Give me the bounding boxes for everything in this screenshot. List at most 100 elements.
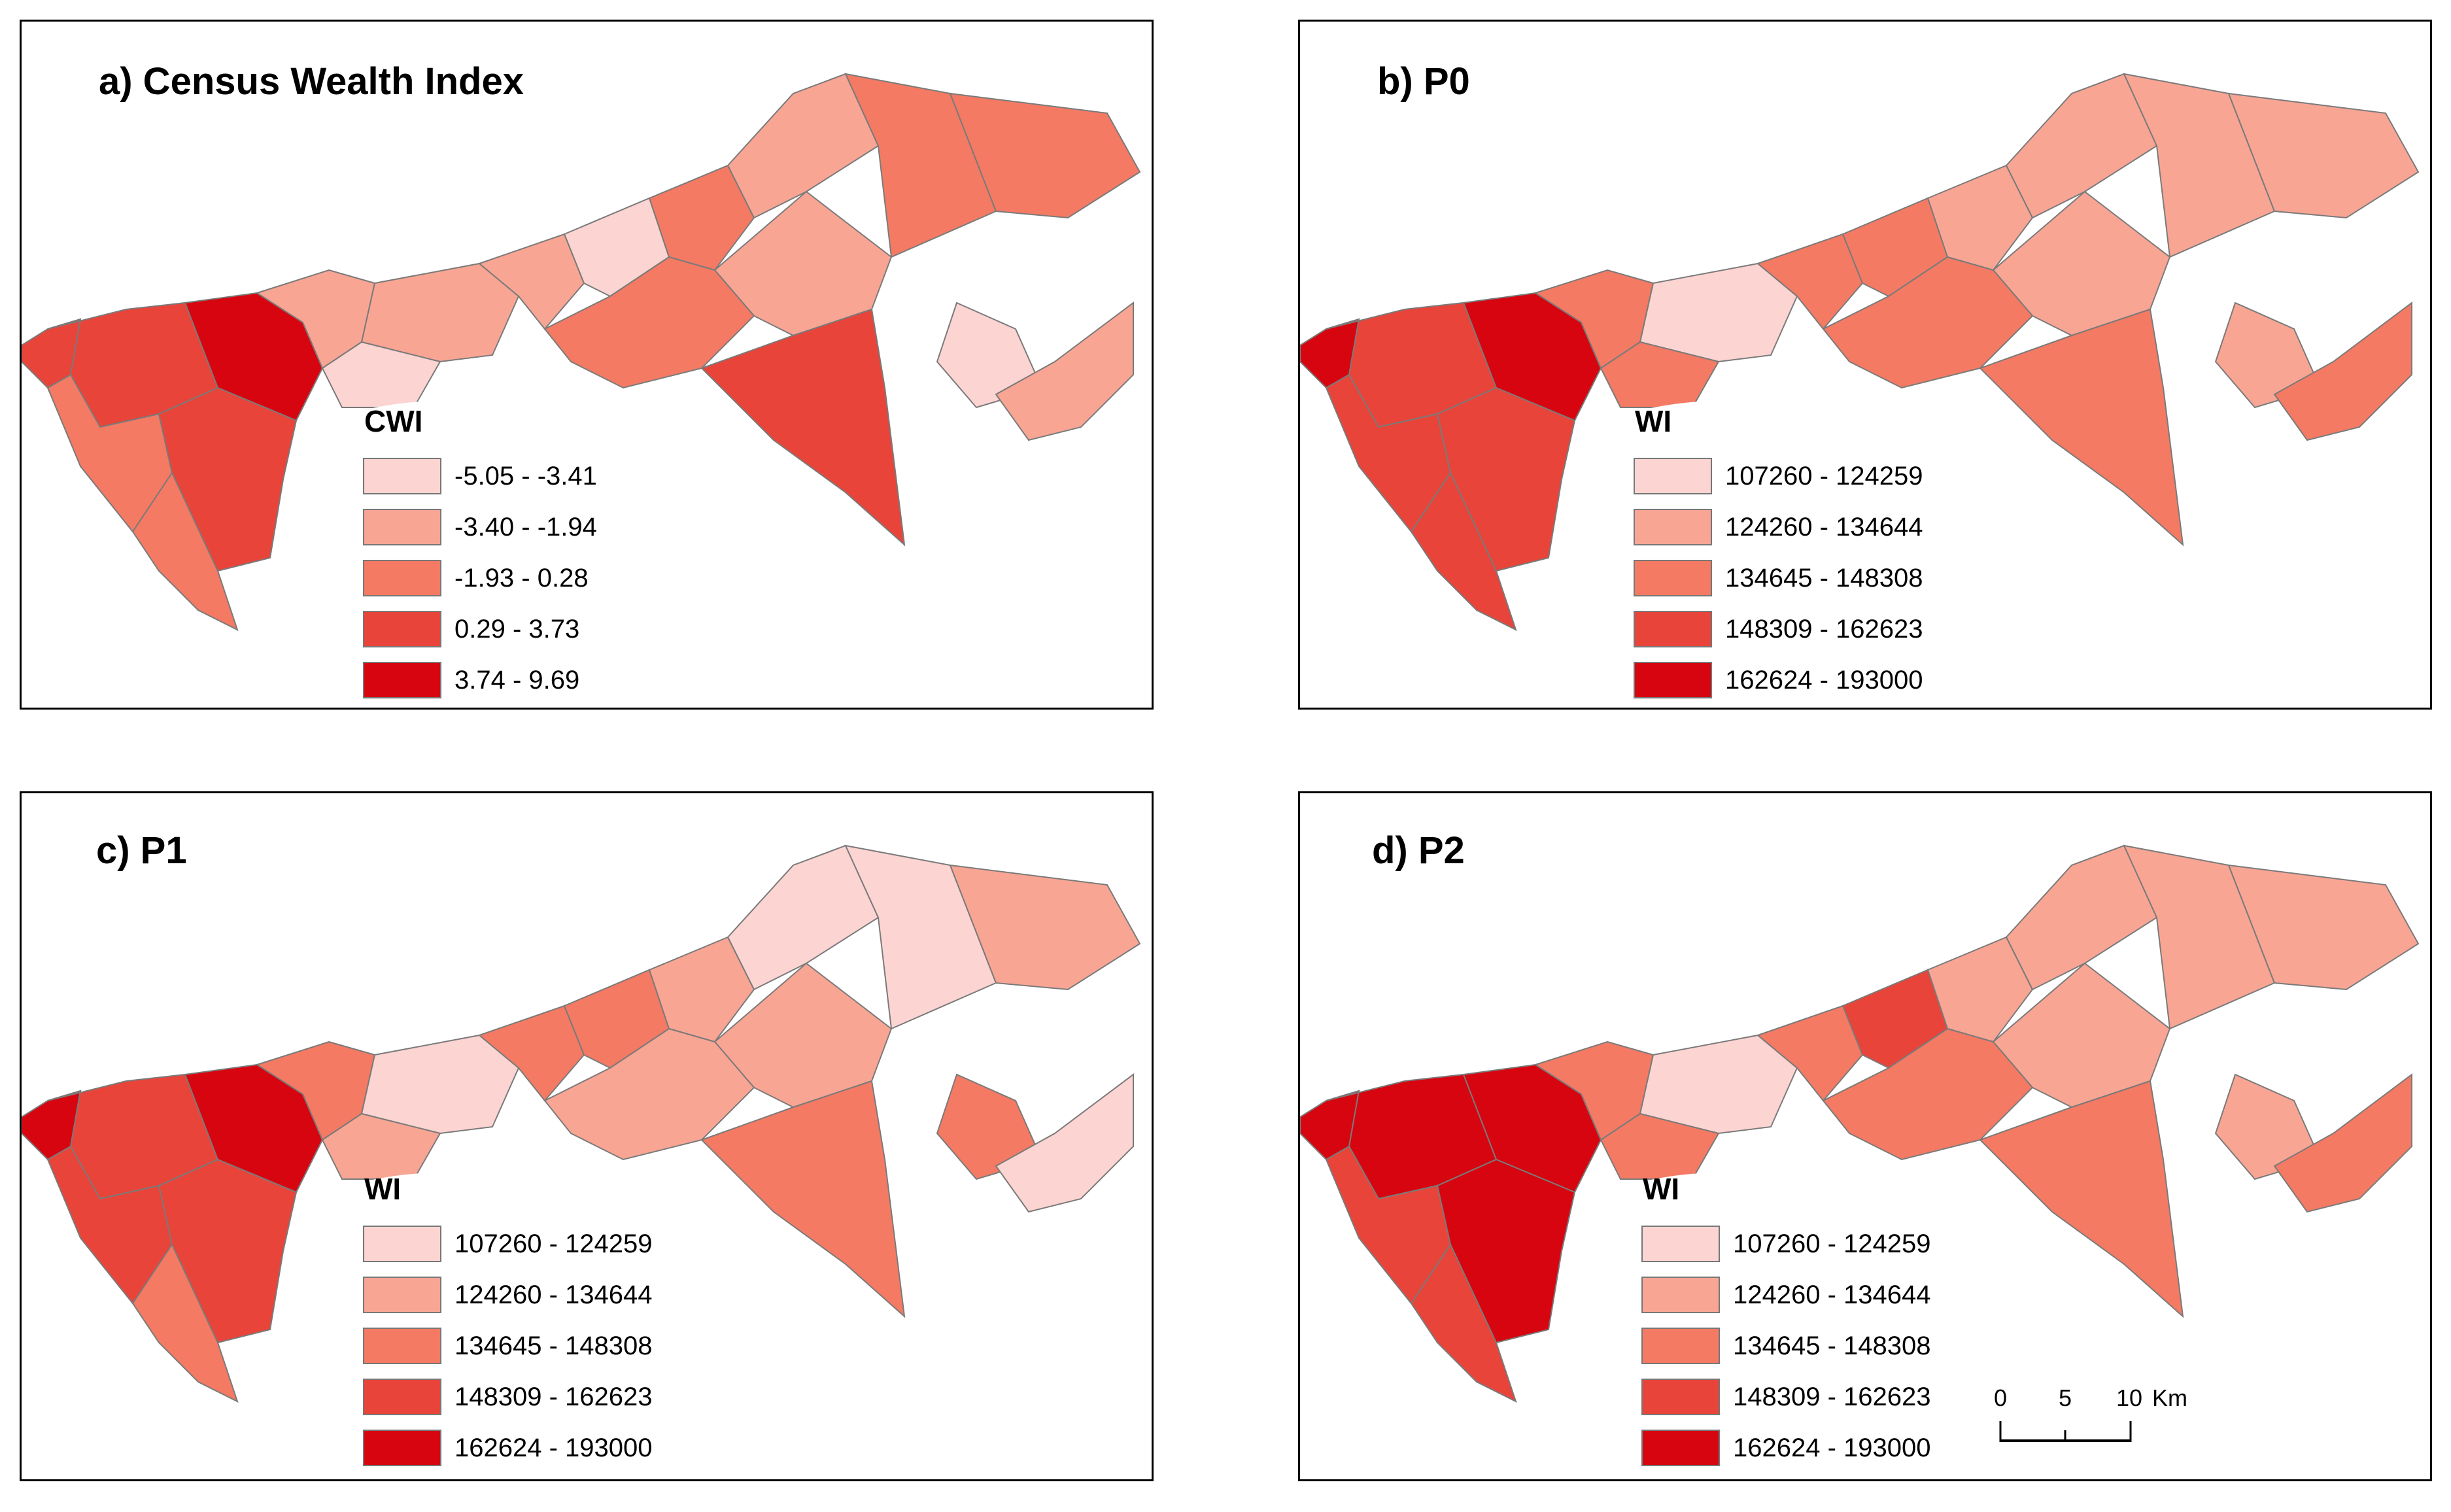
district-region: [1756, 233, 1864, 330]
district-region: [321, 1112, 441, 1180]
legend-swatch: [363, 611, 441, 647]
district-region: [543, 256, 755, 389]
legend-swatch: [363, 1328, 441, 1364]
map-panel-b: b) P0 WI 107260 - 124259 124260 - 134644…: [1298, 20, 2432, 710]
district-region: [131, 1243, 239, 1403]
district-region: [1436, 387, 1576, 572]
map-legend: CWI -5.05 - -3.41 -3.40 - -1.94 -1.93 - …: [363, 404, 597, 706]
district-region: [477, 1005, 585, 1102]
legend-item: 124260 - 134644: [1641, 1269, 1931, 1320]
legend-title: WI: [1643, 1172, 1680, 1206]
district-region: [1979, 308, 2184, 547]
map-legend: WI 107260 - 124259 124260 - 134644 13464…: [363, 1171, 653, 1473]
legend-title: WI: [364, 1172, 402, 1206]
p0-wealth-map: [1300, 73, 2420, 631]
legend-label: 162624 - 193000: [1733, 1433, 1931, 1462]
legend-swatch: [1641, 1277, 1720, 1313]
bay-water: [349, 401, 545, 447]
district-region: [949, 864, 1141, 991]
legend-label: 134645 - 148308: [454, 1331, 653, 1360]
legend-label: 107260 - 124259: [1725, 461, 1923, 490]
legend-label: 124260 - 134644: [1733, 1280, 1931, 1309]
district-region: [1639, 1034, 1798, 1135]
legend-swatch: [1641, 1226, 1720, 1262]
legend-item: 107260 - 124259: [1641, 1218, 1931, 1269]
legend-label: 162624 - 193000: [454, 1433, 653, 1462]
legend-title: WI: [1635, 404, 1672, 438]
district-region: [158, 387, 298, 572]
legend-swatch: [1641, 1379, 1720, 1415]
district-region: [1927, 936, 2034, 1043]
legend-label: -3.40 - -1.94: [454, 512, 597, 541]
bay-water: [1627, 1173, 1823, 1218]
district-region: [360, 262, 520, 363]
legend-swatch: [363, 509, 441, 545]
district-region: [648, 164, 755, 271]
district-region: [1756, 1005, 1864, 1102]
panel-title: c) P1: [96, 829, 187, 872]
district-region: [131, 471, 239, 631]
district-region: [543, 1027, 755, 1161]
district-region: [2227, 92, 2420, 219]
district-region: [2123, 844, 2276, 1030]
district-region: [477, 233, 585, 330]
district-region: [360, 1034, 520, 1135]
district-region: [995, 1073, 1134, 1213]
legend-label: 107260 - 124259: [454, 1229, 653, 1258]
legend-item: 162624 - 193000: [1641, 1422, 1931, 1473]
legend-label: 148309 - 162623: [454, 1382, 653, 1411]
legend-label: 3.74 - 9.69: [454, 665, 580, 695]
legend-label: 148309 - 162623: [1733, 1382, 1931, 1411]
legend-item: 162624 - 193000: [363, 1422, 653, 1473]
legend-item: 134645 - 148308: [1634, 553, 1923, 604]
legend-swatch: [1641, 1430, 1720, 1466]
district-region: [995, 301, 1134, 441]
legend-title: CWI: [364, 404, 423, 438]
legend-swatch: [1634, 662, 1712, 698]
map-legend: WI 107260 - 124259 124260 - 134644 13464…: [1641, 1171, 1931, 1473]
district-region: [844, 844, 997, 1030]
bay-water: [1627, 401, 1823, 447]
legend-label: 0.29 - 3.73: [454, 614, 580, 644]
legend-label: 162624 - 193000: [1725, 665, 1923, 695]
legend-item: -5.05 - -3.41: [363, 451, 597, 502]
legend-item: 0.29 - 3.73: [363, 604, 597, 655]
map-panel-a: a) Census Wealth Index CWI -5.05 - -3.41…: [20, 20, 1154, 710]
district-region: [1410, 471, 1517, 631]
legend-item: 162624 - 193000: [1634, 655, 1923, 706]
legend-label: -5.05 - -3.41: [454, 461, 597, 490]
legend-swatch: [363, 1379, 441, 1415]
legend-swatch: [363, 560, 441, 596]
scale-unit-label: Km: [2152, 1384, 2187, 1411]
legend-swatch: [1641, 1328, 1720, 1364]
legend-item: 148309 - 162623: [1634, 604, 1923, 655]
legend-swatch: [363, 1226, 441, 1262]
map-panel-c: c) P1 WI 107260 - 124259 124260 - 134644…: [20, 791, 1154, 1481]
district-region: [1436, 1158, 1576, 1344]
district-region: [1600, 341, 1720, 408]
scale-bar-graphic: [1999, 1421, 2132, 1442]
district-region: [1822, 1027, 2034, 1161]
scale-bar: 0 5 10 Km: [1994, 1384, 2187, 1457]
bay-water: [349, 1173, 545, 1218]
legend-item: 134645 - 148308: [1641, 1320, 1931, 1371]
legend-label: -1.93 - 0.28: [454, 563, 589, 593]
district-region: [321, 341, 441, 408]
scale-tick-label: 5: [2059, 1384, 2072, 1411]
district-region: [1979, 1080, 2184, 1318]
legend-swatch: [1634, 458, 1712, 494]
district-region: [949, 92, 1141, 219]
district-region: [2273, 1073, 2412, 1213]
census-wealth-index-map: [22, 73, 1141, 631]
district-region: [2273, 301, 2412, 441]
legend-item: 124260 - 134644: [1634, 502, 1923, 553]
legend-swatch: [363, 458, 441, 494]
panel-title: d) P2: [1372, 829, 1465, 872]
district-region: [844, 73, 997, 258]
district-region: [158, 1158, 298, 1344]
district-region: [700, 1080, 906, 1318]
legend-item: 148309 - 162623: [1641, 1371, 1931, 1422]
p1-wealth-map: [22, 844, 1141, 1403]
legend-label: 124260 - 134644: [1725, 512, 1923, 541]
district-region: [1822, 256, 2034, 389]
